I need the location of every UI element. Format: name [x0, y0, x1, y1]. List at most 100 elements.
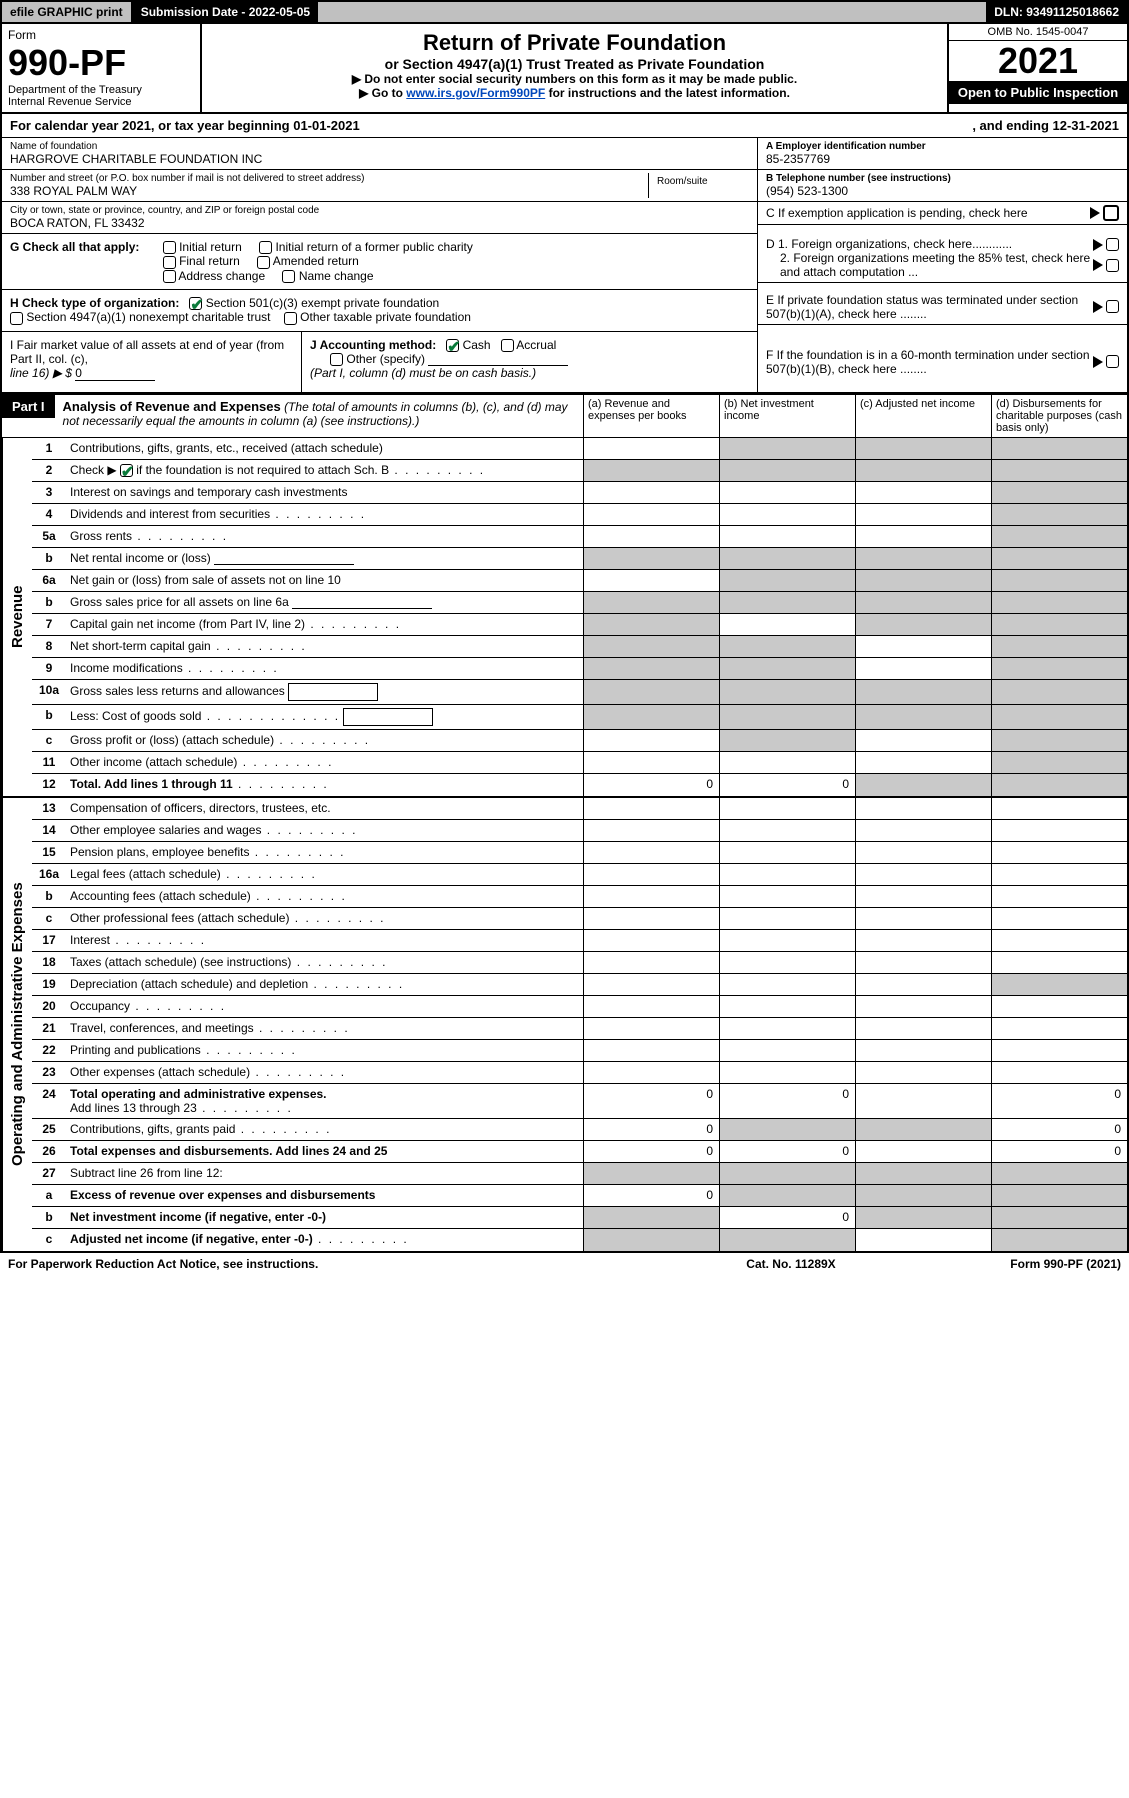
- row-5b: bNet rental income or (loss): [32, 548, 1127, 570]
- efile-label[interactable]: efile GRAPHIC print: [2, 2, 133, 22]
- room-label: Room/suite: [657, 176, 741, 187]
- d1-checkbox[interactable]: [1106, 238, 1119, 251]
- tax-year: 2021: [949, 41, 1127, 81]
- foundation-name-cell: Name of foundation HARGROVE CHARITABLE F…: [2, 138, 757, 170]
- j-label: J Accounting method:: [310, 338, 436, 352]
- j-section: J Accounting method: Cash Accrual Other …: [302, 332, 757, 392]
- form-note1: ▶ Do not enter social security numbers o…: [208, 72, 941, 86]
- cy-begin: For calendar year 2021, or tax year begi…: [10, 118, 972, 133]
- row-26: 26Total expenses and disbursements. Add …: [32, 1141, 1127, 1163]
- g-initial-checkbox[interactable]: [163, 241, 176, 254]
- j-cash-checkbox[interactable]: [446, 339, 459, 352]
- row-22: 22Printing and publications: [32, 1040, 1127, 1062]
- row-12: 12Total. Add lines 1 through 1100: [32, 774, 1127, 796]
- city-cell: City or town, state or province, country…: [2, 202, 757, 234]
- h-e-row: H Check type of organization: Section 50…: [0, 290, 1129, 332]
- arrow-icon: [1093, 356, 1103, 368]
- d1-cell: D 1. Foreign organizations, check here..…: [758, 234, 1127, 283]
- g-initial-former: Initial return of a former public charit…: [275, 240, 472, 254]
- row-16b: bAccounting fees (attach schedule): [32, 886, 1127, 908]
- g-name-checkbox[interactable]: [282, 270, 295, 283]
- part1-desc: Analysis of Revenue and Expenses (The to…: [55, 395, 583, 437]
- g-section: G Check all that apply: Initial return I…: [2, 234, 757, 290]
- i-label1: I Fair market value of all assets at end…: [10, 338, 284, 366]
- header-left: Form 990-PF Department of the Treasury I…: [2, 24, 202, 112]
- col-c-header: (c) Adjusted net income: [855, 395, 991, 437]
- ein-label: A Employer identification number: [766, 141, 926, 152]
- form-header: Form 990-PF Department of the Treasury I…: [0, 24, 1129, 114]
- row-27b: bNet investment income (if negative, ent…: [32, 1207, 1127, 1229]
- col-b-header: (b) Net investment income: [719, 395, 855, 437]
- h-section: H Check type of organization: Section 50…: [2, 290, 757, 332]
- j-accrual-checkbox[interactable]: [501, 339, 514, 352]
- row-7: 7Capital gain net income (from Part IV, …: [32, 614, 1127, 636]
- footer-left: For Paperwork Reduction Act Notice, see …: [8, 1257, 661, 1271]
- row-9: 9Income modifications: [32, 658, 1127, 680]
- row-16c: cOther professional fees (attach schedul…: [32, 908, 1127, 930]
- row-2: 2Check ▶ if the foundation is not requir…: [32, 460, 1127, 482]
- h-label: H Check type of organization:: [10, 296, 179, 310]
- arrow-icon: [1090, 207, 1100, 219]
- row-18: 18Taxes (attach schedule) (see instructi…: [32, 952, 1127, 974]
- col-d-header: (d) Disbursements for charitable purpose…: [991, 395, 1127, 437]
- foundation-name: HARGROVE CHARITABLE FOUNDATION INC: [10, 152, 749, 166]
- row-27c: cAdjusted net income (if negative, enter…: [32, 1229, 1127, 1251]
- part1-header: Part I Analysis of Revenue and Expenses …: [0, 394, 1129, 438]
- form-number: 990-PF: [8, 42, 194, 84]
- row-17: 17Interest: [32, 930, 1127, 952]
- g-name: Name change: [299, 269, 374, 283]
- h-501c3-checkbox[interactable]: [189, 297, 202, 310]
- footer-mid: Cat. No. 11289X: [661, 1257, 921, 1271]
- schB-checkbox[interactable]: [120, 464, 133, 477]
- f-checkbox[interactable]: [1106, 355, 1119, 368]
- irs-label: Internal Revenue Service: [8, 96, 194, 108]
- g-amended-checkbox[interactable]: [257, 256, 270, 269]
- j-accrual: Accrual: [516, 338, 556, 352]
- ein-cell: A Employer identification number 85-2357…: [758, 138, 1127, 170]
- f-cell: F If the foundation is in a 60-month ter…: [758, 332, 1127, 392]
- open-inspection: Open to Public Inspection: [949, 81, 1127, 104]
- row-1: 1Contributions, gifts, grants, etc., rec…: [32, 438, 1127, 460]
- h-other-checkbox[interactable]: [284, 312, 297, 325]
- addr-label: Number and street (or P.O. box number if…: [10, 173, 648, 184]
- header-right: OMB No. 1545-0047 2021 Open to Public In…: [947, 24, 1127, 112]
- row-19: 19Depreciation (attach schedule) and dep…: [32, 974, 1127, 996]
- g-d-row: G Check all that apply: Initial return I…: [0, 234, 1129, 290]
- g-initial: Initial return: [179, 240, 242, 254]
- row-25: 25Contributions, gifts, grants paid00: [32, 1119, 1127, 1141]
- row-13: 13Compensation of officers, directors, t…: [32, 798, 1127, 820]
- note2-post: for instructions and the latest informat…: [545, 86, 790, 100]
- form-title: Return of Private Foundation: [208, 30, 941, 56]
- footer: For Paperwork Reduction Act Notice, see …: [0, 1253, 1129, 1271]
- note2-pre: ▶ Go to: [359, 86, 406, 100]
- g-amended: Amended return: [273, 254, 359, 268]
- g-initial-former-checkbox[interactable]: [259, 241, 272, 254]
- j-cash: Cash: [463, 338, 491, 352]
- h-4947-checkbox[interactable]: [10, 312, 23, 325]
- expenses-vert-label: Operating and Administrative Expenses: [2, 798, 32, 1251]
- address: 338 ROYAL PALM WAY: [10, 184, 648, 198]
- row-10b: bLess: Cost of goods sold . . . .: [32, 705, 1127, 730]
- cy-end: , and ending 12-31-2021: [972, 118, 1119, 133]
- calendar-year-row: For calendar year 2021, or tax year begi…: [0, 114, 1129, 138]
- c-checkbox[interactable]: [1103, 205, 1119, 221]
- submission-date: Submission Date - 2022-05-05: [133, 2, 318, 22]
- phone-cell: B Telephone number (see instructions) (9…: [758, 170, 1127, 202]
- city: BOCA RATON, FL 33432: [10, 216, 749, 230]
- f-label: F If the foundation is in a 60-month ter…: [766, 348, 1093, 376]
- irs-link[interactable]: www.irs.gov/Form990PF: [406, 86, 545, 100]
- top-bar: efile GRAPHIC print Submission Date - 20…: [0, 0, 1129, 24]
- d2-checkbox[interactable]: [1106, 259, 1119, 272]
- e-checkbox[interactable]: [1106, 300, 1119, 313]
- g-address: Address change: [178, 269, 265, 283]
- e-cell: E If private foundation status was termi…: [758, 290, 1127, 325]
- g-final-checkbox[interactable]: [163, 256, 176, 269]
- row-27a: aExcess of revenue over expenses and dis…: [32, 1185, 1127, 1207]
- ein-value: 85-2357769: [766, 152, 1119, 166]
- part1-title: Analysis of Revenue and Expenses: [63, 399, 281, 414]
- j-other-checkbox[interactable]: [330, 353, 343, 366]
- g-address-checkbox[interactable]: [163, 270, 176, 283]
- row-20: 20Occupancy: [32, 996, 1127, 1018]
- arrow-icon: [1093, 239, 1103, 251]
- g-label: G Check all that apply:: [10, 240, 139, 254]
